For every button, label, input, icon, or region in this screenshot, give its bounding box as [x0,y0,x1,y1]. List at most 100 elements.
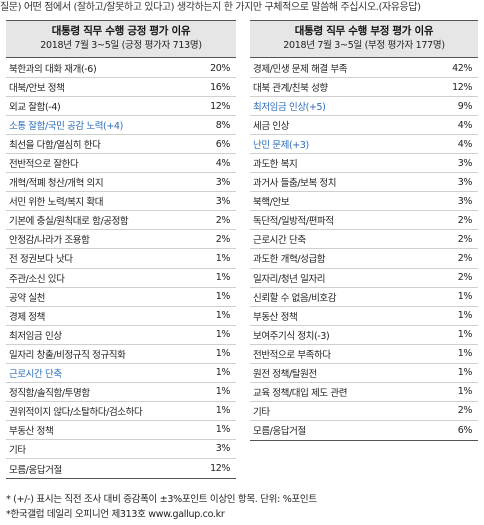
row-value: 1% [457,310,473,322]
row-label: 일자리 창출/비정규직 정규직화 [9,349,126,361]
row-label: 기타 [9,444,26,456]
table-row: 과거사 들춤/보복 정치 3% [250,173,478,193]
row-label: 안정감/나라가 조용함 [9,235,90,247]
row-value: 4% [457,119,473,131]
table-row: 경제/민생 문제 해결 부족 42% [250,59,478,79]
row-value: 16% [210,81,230,93]
table-row: 북한과의 대화 재개(-6) 20% [6,59,236,79]
row-label: 공약 실천 [9,292,45,304]
row-label: 과거사 들춤/보복 정치 [253,178,337,190]
row-label: 최저임금 인상 [9,330,62,342]
row-value: 20% [210,62,230,74]
row-label: 소통 잘함/국민 공감 노력(+4) [9,121,123,133]
row-label: 과도한 복지 [253,159,298,171]
row-label: 경제/민생 문제 해결 부족 [253,64,348,76]
row-value: 1% [457,329,473,341]
row-value: 4% [457,138,473,150]
row-label: 원전 정책/탈원전 [253,368,317,380]
table-row: 모름/응답거절 6% [250,421,478,440]
table-row: 기타 3% [6,440,236,459]
negative-table-title: 대통령 직무 수행 부정 평가 이유 [294,25,434,37]
row-label: 신뢰할 수 없음/비호감 [253,292,337,304]
row-label: 전 정권보다 낫다 [9,254,73,266]
positive-rows: 북한과의 대화 재개(-6) 20% 대북/안보 정책 16% 외교 잘함(-4) 12%… [6,58,236,478]
row-value: 1% [215,310,231,322]
positive-table-header: 대통령 직무 수행 긍정 평가 이유 2018년 7월 3~5일 (긍정 평가자… [6,21,236,58]
positive-table-title: 대통령 직무 수행 긍정 평가 이유 [51,25,191,37]
table-row: 주관/소신 있다 1% [6,269,236,288]
row-label: 기본에 충실/원칙대로 함/공정함 [9,216,129,228]
row-value: 1% [215,348,231,360]
table-row: 근로시간 단축 1% [6,364,236,383]
table-row: 북핵/안보 3% [250,192,478,212]
row-label: 권위적이지 않다/소탈하다/검소하다 [9,406,143,418]
footnote-source: *한국갤럽 데일리 오피니언 제313호 www.gallup.co.kr [6,509,225,520]
row-value: 3% [215,176,231,188]
row-value: 2% [457,272,473,284]
table-row: 경제 정책 1% [6,307,236,326]
table-row: 전반적으로 잘한다 4% [6,154,236,174]
table-row: 모름/응답거절 12% [6,459,236,478]
negative-table-subtitle: 2018년 7월 3~5일 (부정 평가자 177명) [283,40,445,51]
row-label: 독단적/일방적/편파적 [253,216,334,228]
row-value: 4% [215,157,231,169]
table-row: 일자리 창출/비정규직 정규직화 1% [6,345,236,364]
row-value: 2% [457,405,473,417]
table-row: 최저임금 인상 1% [6,326,236,345]
table-row: 정직함/솔직함/투명함 1% [6,383,236,402]
row-label: 과도한 개혁/성급함 [253,254,326,266]
table-row: 기타 2% [250,402,478,421]
table-row: 소통 잘함/국민 공감 노력(+4) 8% [6,116,236,136]
table-row: 최선을 다함/열심히 한다 6% [6,135,236,155]
row-value: 1% [215,405,231,417]
row-value: 1% [457,348,473,360]
table-row: 최저임금 인상(+5) 9% [250,97,478,117]
table-row: 신뢰할 수 없음/비호감 1% [250,288,478,307]
row-label: 난민 문제(+3) [253,140,309,152]
positive-table-subtitle: 2018년 7월 3~5일 (긍정 평가자 713명) [40,40,202,51]
negative-rows: 경제/민생 문제 해결 부족 42% 대북 관계/친북 성향 12% 최저임금 인상(+… [250,58,478,440]
row-value: 1% [215,329,231,341]
row-label: 대북 관계/친북 성향 [253,83,328,95]
row-value: 3% [215,195,231,207]
row-value: 2% [215,214,231,226]
footnotes: * (+/-) 표시는 직전 조사 대비 증감폭이 ±3%포인트 이상인 항목.… [6,492,476,522]
row-label: 부동산 정책 [9,425,54,437]
row-value: 1% [457,386,473,398]
row-value: 6% [457,424,473,436]
table-row: 보여주기식 정치(-3) 1% [250,326,478,345]
row-label: 경제 정책 [9,311,45,323]
row-label: 전반적으로 잘한다 [9,159,79,171]
table-row: 기본에 충실/원칙대로 함/공정함 2% [6,211,236,231]
row-label: 근로시간 단축 [253,235,306,247]
row-value: 1% [215,386,231,398]
row-value: 12% [210,100,230,112]
table-row: 공약 실천 1% [6,288,236,307]
row-label: 개혁/적폐 청산/개혁 의지 [9,178,104,190]
row-value: 42% [452,62,472,74]
positive-reasons-table: 대통령 직무 수행 긍정 평가 이유 2018년 7월 3~5일 (긍정 평가자… [6,20,236,480]
row-label: 전반적으로 부족하다 [253,349,331,361]
table-row: 외교 잘함(-4) 12% [6,97,236,117]
row-label: 최저임금 인상(+5) [253,102,326,114]
table-row: 난민 문제(+3) 4% [250,135,478,155]
negative-reasons-table: 대통령 직무 수행 부정 평가 이유 2018년 7월 3~5일 (부정 평가자… [250,20,478,441]
row-label: 최선을 다함/열심히 한다 [9,140,101,152]
row-value: 3% [457,176,473,188]
row-label: 주관/소신 있다 [9,273,65,285]
table-row: 전반적으로 부족하다 1% [250,345,478,364]
row-label: 북한과의 대화 재개(-6) [9,64,97,76]
row-label: 외교 잘함(-4) [9,102,61,114]
row-value: 1% [215,272,231,284]
row-value: 3% [457,195,473,207]
row-value: 2% [457,252,473,264]
table-row: 일자리/청년 일자리 2% [250,269,478,288]
table-row: 과도한 복지 3% [250,154,478,174]
row-value: 1% [457,291,473,303]
row-value: 2% [215,233,231,245]
row-value: 1% [457,367,473,379]
row-value: 9% [457,100,473,112]
table-row: 교육 정책/대입 제도 관련 1% [250,383,478,402]
row-label: 기타 [253,406,270,418]
row-label: 모름/응답거절 [9,464,62,476]
